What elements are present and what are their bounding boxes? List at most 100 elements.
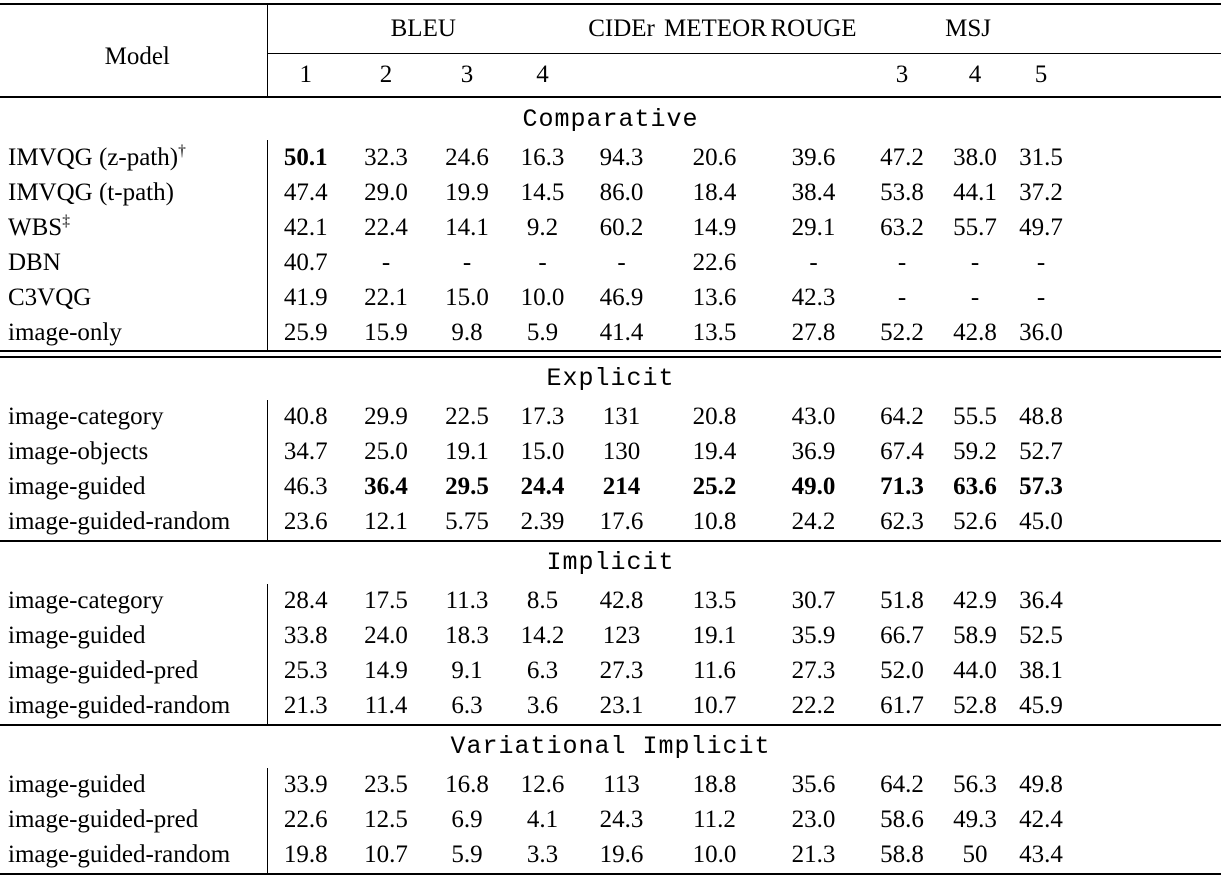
table-body: Comparative IMVQG (z-path)† 50.1 32.3 24.6 16… (0, 97, 1221, 874)
metric-value-cell: 13.5 (692, 318, 737, 346)
metric-value-cell: 29.0 (364, 178, 408, 206)
row-spacer (1074, 505, 1221, 541)
metric-value-cell: - (617, 248, 626, 276)
metric-value-cell: 42.8 (953, 318, 997, 346)
metric-value-cell: 36.4 (1019, 587, 1063, 614)
row-spacer (1074, 210, 1221, 245)
row-spacer (1074, 654, 1221, 689)
section-header-row: Comparative (0, 97, 1221, 140)
model-name: image-objects (8, 438, 149, 465)
metric-value-cell: 9.2 (526, 213, 559, 241)
metric-value-cell: 9.1 (451, 657, 483, 684)
metric-value-cell: - (897, 248, 907, 276)
subheader-spacer (1074, 53, 1221, 98)
metric-value-cell: 63.6 (953, 473, 997, 500)
metric-value-cell: 42.8 (599, 587, 644, 614)
metric-value-cell: 13.5 (692, 587, 737, 614)
metric-value-cell: 94.3 (599, 143, 644, 171)
subheader-bleu-2: 2 (344, 53, 428, 98)
model-name: image-guided (8, 771, 146, 798)
model-name-cell: IMVQG (z-path)† (0, 140, 267, 175)
metric-value-cell: - (970, 248, 980, 276)
metric-value-cell: 86.0 (599, 178, 644, 206)
metric-value-cell: 58.8 (880, 841, 924, 868)
metric-value-cell: 61.7 (880, 692, 924, 719)
table-row: IMVQG (z-path)† 50.1 32.3 24.6 16.3 94.3 20.6 3… (0, 140, 1221, 175)
metric-value-cell: 5.9 (451, 841, 483, 868)
row-spacer (1074, 245, 1221, 280)
model-name: IMVQG (t-path) (8, 178, 174, 206)
metric-value-cell: 38.0 (953, 143, 997, 171)
table-row: image-guided-pred 25.3 14.9 9.1 6.3 27.3 11.6 2… (0, 653, 1221, 689)
table-row: C3VQG 41.9 22.1 15.0 10.0 46.9 13.6 42.3 - - - (0, 280, 1221, 315)
metric-value-cell: 131 (602, 403, 641, 430)
metric-value-cell: - (1036, 248, 1046, 276)
metric-value-cell: 38.1 (1019, 657, 1063, 684)
metric-value-cell: 47.4 (266, 175, 344, 210)
header-row-subcols: 1 2 3 4 3 4 5 (0, 53, 1221, 98)
metric-value-cell: 19.9 (445, 178, 489, 206)
row-spacer (1074, 400, 1221, 435)
model-name: image-category (8, 587, 164, 614)
section-header-row: Explicit (0, 357, 1221, 400)
section-header-row: Implicit (0, 542, 1221, 584)
metric-value-cell: 36.0 (1019, 318, 1063, 346)
metric-value-cell: 13.6 (692, 283, 737, 311)
model-name-cell: image-guided-random (0, 689, 267, 725)
metric-value-cell: 43.4 (1019, 841, 1063, 868)
metric-value-cell: 41.4 (599, 318, 644, 346)
metric-value-cell: 49.7 (1019, 213, 1063, 241)
table-row: image-guided 46.3 36.4 29.5 24.4 214 25.2 49.0 7… (0, 469, 1221, 505)
metric-value-cell: 60.2 (599, 213, 644, 241)
metric-value-cell: 41.9 (266, 280, 344, 315)
group-header-bleu: BLEU (266, 4, 580, 54)
table-row: IMVQG (t-path) 47.4 29.0 19.9 14.5 86.0 18.4 38… (0, 175, 1221, 210)
model-name: image-guided (8, 473, 146, 500)
group-header-rouge: ROUGE (765, 4, 863, 54)
subheader-bleu-4: 4 (506, 53, 580, 98)
metric-value-cell: 22.5 (445, 403, 489, 430)
metric-value-cell: 19.4 (692, 438, 737, 465)
metric-value-cell: 10.7 (364, 841, 408, 868)
metric-value-cell: 16.3 (520, 143, 565, 171)
dagger-superscript: ‡ (62, 212, 70, 230)
metric-value-cell: 42.9 (953, 587, 997, 614)
row-spacer (1074, 175, 1221, 210)
model-name-cell: image-category (0, 584, 267, 619)
model-name-cell: image-guided-random (0, 838, 267, 874)
model-name: image-guided-random (8, 841, 231, 868)
metric-value-cell: - (381, 248, 391, 276)
row-spacer (1074, 619, 1221, 654)
metric-value-cell: 25.0 (364, 438, 408, 465)
metric-value-cell: 58.9 (953, 622, 997, 649)
metric-value-cell: 44.1 (953, 178, 997, 206)
metric-value-cell: 9.8 (451, 318, 483, 346)
metric-value-cell: 55.5 (953, 403, 997, 430)
model-name-cell: WBS‡ (0, 210, 267, 245)
dagger-superscript: † (178, 142, 186, 160)
metric-value-cell: 71.3 (880, 473, 924, 500)
metric-value-cell: 12.5 (364, 806, 408, 833)
metric-value-cell: 45.9 (1019, 692, 1063, 719)
metric-value-cell: 10.7 (692, 692, 737, 719)
metric-value-cell: 14.9 (364, 657, 408, 684)
metric-value-cell: 33.9 (266, 767, 344, 803)
metric-value-cell: 11.3 (445, 587, 489, 614)
metric-value-cell: 43.0 (791, 403, 836, 430)
metric-value-cell: 45.0 (1019, 508, 1063, 535)
row-spacer (1074, 470, 1221, 505)
metric-value-cell: 6.9 (451, 806, 483, 833)
subheader-meteor-empty (664, 53, 766, 98)
metric-value-cell: 52.8 (953, 692, 997, 719)
metric-value-cell: 214 (602, 473, 641, 500)
metric-value-cell: 52.7 (1019, 438, 1063, 465)
row-spacer (1074, 803, 1221, 838)
model-name-cell: image-category (0, 400, 267, 435)
header-spacer (1074, 4, 1221, 54)
metric-value-cell: 40.7 (266, 245, 344, 280)
metric-value-cell: 58.6 (880, 806, 924, 833)
table-row: image-guided-random 19.8 10.7 5.9 3.3 19.6 10.… (0, 837, 1221, 874)
metric-value-cell: 4.1 (526, 806, 559, 833)
metric-value-cell: 12.1 (364, 508, 408, 535)
model-name: image-category (8, 403, 164, 430)
